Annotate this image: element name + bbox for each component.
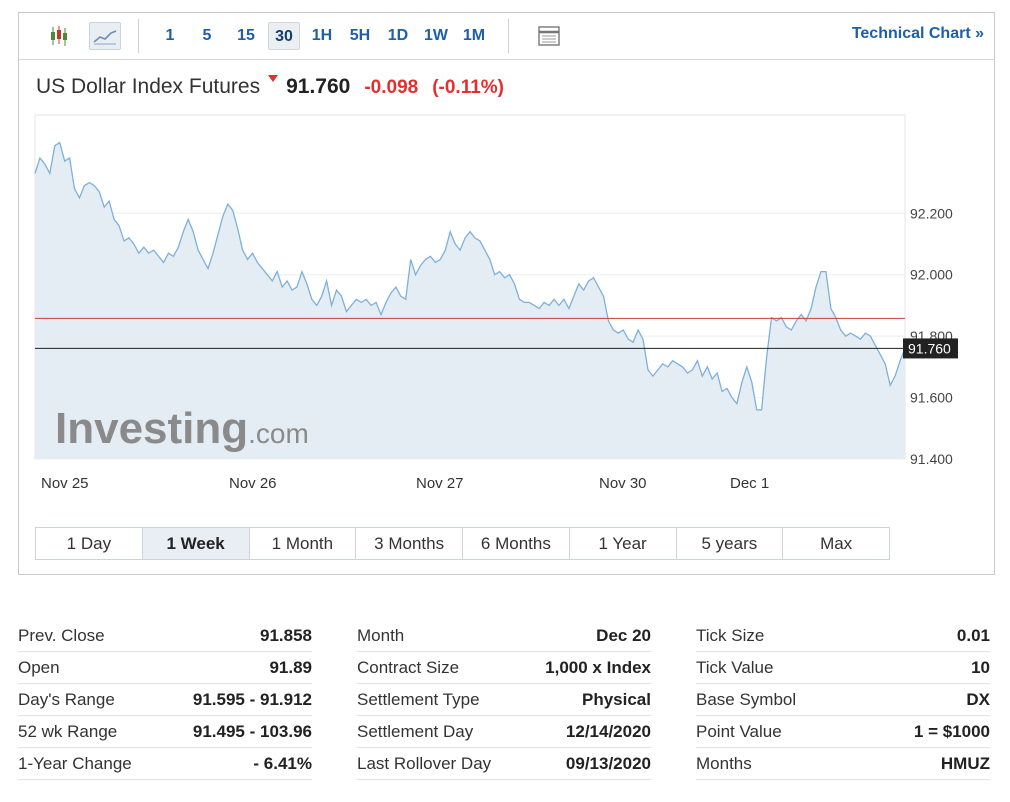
- y-tick-label: 92.200: [910, 205, 953, 221]
- current-price-tag-label: 91.760: [908, 340, 951, 356]
- stat-row: Tick Size 0.01: [696, 620, 990, 652]
- stat-label: Contract Size: [357, 657, 460, 677]
- stats-column: Tick Size 0.01 Tick Value 10 Base Symbol DX Po…: [696, 620, 990, 780]
- stat-value: Dec 20: [596, 625, 651, 645]
- stat-row: Last Rollover Day 09/13/2020: [357, 748, 651, 780]
- stat-value: 91.495 - 103.96: [192, 721, 312, 741]
- stat-value: 1,000 x Index: [545, 657, 651, 677]
- stat-row: Day's Range 91.595 - 91.912: [18, 684, 312, 716]
- stat-label: Month: [357, 625, 405, 645]
- stat-value: - 6.41%: [253, 753, 312, 773]
- stat-label: 1-Year Change: [18, 753, 132, 773]
- stat-label: 52 wk Range: [18, 721, 118, 741]
- current-price-tag: [903, 338, 958, 359]
- interval-1w[interactable]: 1W: [424, 27, 448, 44]
- time-range-tabs: 1 Day 1 Week 1 Month 3 Months 6 Months 1 Year…: [35, 527, 890, 560]
- stat-label: Day's Range: [18, 689, 115, 709]
- y-tick-label: 92.000: [910, 267, 953, 283]
- price-area: [35, 142, 905, 459]
- stat-value: 91.89: [269, 657, 312, 677]
- stat-row: Settlement Day 12/14/2020: [357, 716, 651, 748]
- range-tab-1-day[interactable]: 1 Day: [66, 534, 112, 553]
- last-price: 91.760: [286, 75, 351, 98]
- price-change: -0.098: [364, 77, 419, 98]
- interval-1h[interactable]: 1H: [311, 27, 333, 44]
- toolbar-separator: [508, 19, 509, 53]
- interval-5h[interactable]: 5H: [349, 27, 371, 44]
- stat-row: Prev. Close 91.858: [18, 620, 312, 652]
- area-chart-icon[interactable]: [89, 22, 121, 50]
- y-tick-label: 91.400: [910, 451, 953, 467]
- stat-row: Point Value 1 = $1000: [696, 716, 990, 748]
- stat-label: Settlement Type: [357, 689, 480, 709]
- stat-value: HMUZ: [940, 753, 990, 773]
- stat-value: 12/14/2020: [565, 721, 651, 741]
- stat-row: Settlement Type Physical: [357, 684, 651, 716]
- range-tab-1-year[interactable]: 1 Year: [568, 528, 676, 559]
- range-tab-1-week[interactable]: 1 Week: [141, 528, 249, 559]
- stat-value: 1 = $1000: [913, 721, 990, 741]
- stat-value: DX: [966, 689, 990, 709]
- x-tick-label: Nov 25: [41, 475, 89, 492]
- stat-value: 0.01: [956, 625, 990, 645]
- instrument-header: US Dollar Index Futures 91.760 -0.098 (-0.1…: [36, 75, 504, 103]
- watermark-logo: Investing.com: [55, 404, 309, 453]
- stat-row: Open 91.89: [18, 652, 312, 684]
- stat-label: Prev. Close: [18, 625, 105, 645]
- price-chart: Investing.com91.40091.60091.80092.00092.…: [34, 114, 958, 492]
- down-arrow-icon: [268, 75, 279, 82]
- stat-value: Physical: [582, 689, 651, 709]
- x-tick-label: Nov 30: [599, 475, 647, 492]
- stat-row: Tick Value 10: [696, 652, 990, 684]
- interval-15[interactable]: 15: [237, 27, 255, 44]
- candlestick-chart-icon[interactable]: [45, 22, 77, 50]
- instrument-name: US Dollar Index Futures: [36, 75, 261, 98]
- toolbar-separator: [138, 19, 139, 53]
- stat-value: 10: [971, 657, 990, 677]
- table-view-icon[interactable]: [535, 22, 567, 50]
- stat-label: Tick Size: [696, 625, 765, 645]
- range-tab-1-month[interactable]: 1 Month: [248, 528, 356, 559]
- stat-label: Point Value: [696, 721, 782, 741]
- x-tick-label: Nov 27: [416, 475, 464, 492]
- price-change-percent: (-0.11%): [432, 77, 505, 98]
- chart-toolbar: 1 5 15 30 1H 5H 1D 1W 1M Technical Chart »: [19, 13, 994, 60]
- stat-row: Contract Size 1,000 x Index: [357, 652, 651, 684]
- range-tab-6-months[interactable]: 6 Months: [462, 528, 569, 559]
- interval-1m[interactable]: 1M: [462, 27, 486, 44]
- x-tick-label: Dec 1: [730, 475, 769, 492]
- stat-value: 09/13/2020: [565, 753, 651, 773]
- stat-label: Settlement Day: [357, 721, 474, 741]
- x-tick-label: Nov 26: [229, 475, 277, 492]
- interval-30[interactable]: 30: [268, 22, 300, 50]
- stat-row: 52 wk Range 91.495 - 103.96: [18, 716, 312, 748]
- range-tab-3-months[interactable]: 3 Months: [355, 528, 462, 559]
- stat-label: Open: [18, 657, 60, 677]
- stat-row: Base Symbol DX: [696, 684, 990, 716]
- stat-value: 91.858: [260, 625, 312, 645]
- y-tick-label: 91.600: [910, 390, 953, 406]
- stats-column: Prev. Close 91.858 Open 91.89 Day's Range 91.…: [18, 620, 312, 780]
- technical-chart-link[interactable]: Technical Chart »: [851, 25, 984, 42]
- stat-value: 91.595 - 91.912: [192, 689, 312, 709]
- stat-label: Tick Value: [696, 657, 774, 677]
- range-tab-max[interactable]: Max: [782, 528, 889, 559]
- price-line: [34, 141, 906, 411]
- interval-1d[interactable]: 1D: [387, 27, 409, 44]
- stat-row: Month Dec 20: [357, 620, 651, 652]
- range-tab-5-years[interactable]: 5 years: [675, 528, 783, 559]
- stat-row: Months HMUZ: [696, 748, 990, 780]
- stats-column: Month Dec 20 Contract Size 1,000 x Index Set…: [357, 620, 651, 780]
- interval-5[interactable]: 5: [202, 27, 212, 44]
- interval-1[interactable]: 1: [165, 27, 175, 44]
- stat-label: Months: [696, 753, 752, 773]
- chart-panel: 1 5 15 30 1H 5H 1D 1W 1M Technical Chart » US Do…: [18, 12, 995, 575]
- stat-row: 1-Year Change - 6.41%: [18, 748, 312, 780]
- stat-label: Base Symbol: [696, 689, 797, 709]
- stat-label: Last Rollover Day: [357, 753, 492, 773]
